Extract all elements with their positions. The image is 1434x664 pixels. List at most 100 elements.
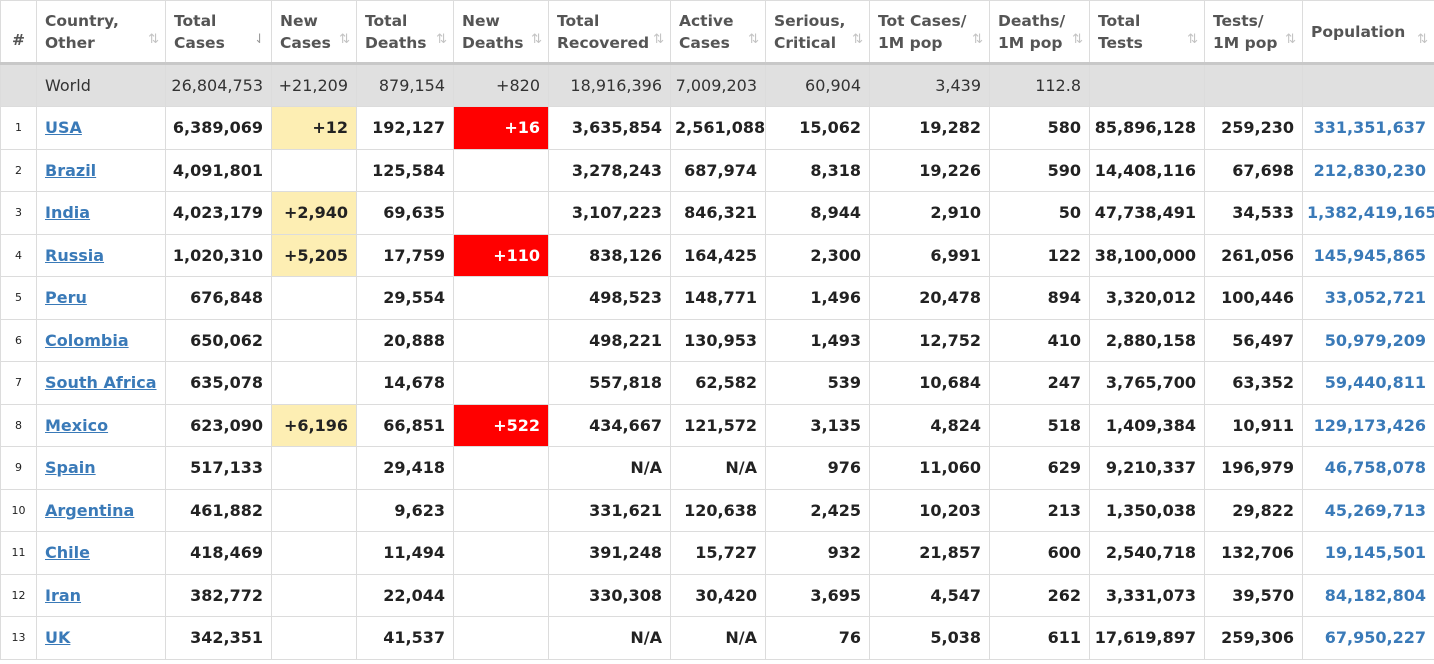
- sort-icon[interactable]: ⇅: [1072, 32, 1083, 47]
- table-row: 9 Spain 517,133 29,418 N/A N/A 976 11,060 629 9,2…: [0, 446, 1434, 490]
- world-new-deaths: +820: [453, 63, 549, 107]
- world-country: World: [36, 63, 166, 107]
- country-link[interactable]: Spain: [45, 458, 96, 478]
- table-row: 8 Mexico 623,090 +6,196 66,851 +522 434,667 121…: [0, 403, 1434, 447]
- country-cell: Spain: [36, 446, 166, 490]
- total-tests-cell: 9,210,337: [1089, 446, 1205, 490]
- row-index: 12: [0, 573, 37, 617]
- header-total-cases[interactable]: Total Cases ⇃: [165, 0, 272, 65]
- new-cases-cell: [271, 361, 357, 405]
- header-new-deaths[interactable]: New Deaths ⇅: [453, 0, 549, 65]
- population-cell: 212,830,230: [1302, 148, 1434, 192]
- row-index: 8: [0, 403, 37, 447]
- header-label: Active Cases: [679, 11, 734, 52]
- country-link[interactable]: Iran: [45, 585, 82, 605]
- sort-icon[interactable]: ⇅: [1417, 32, 1428, 47]
- deaths-per-m-cell: 894: [989, 276, 1090, 320]
- population-cell: 331,351,637: [1302, 106, 1434, 150]
- header-serious-critical[interactable]: Serious, Critical ⇅: [765, 0, 870, 65]
- header-total-recovered[interactable]: Total Recovered ⇅: [548, 0, 671, 65]
- total-recovered-cell: 838,126: [548, 233, 671, 277]
- serious-cell: 976: [765, 446, 870, 490]
- header-cases-per-1m[interactable]: Tot Cases/1M pop ⇅: [869, 0, 990, 65]
- country-cell: USA: [36, 106, 166, 150]
- country-link[interactable]: South Africa: [45, 373, 157, 393]
- deaths-per-m-cell: 518: [989, 403, 1090, 447]
- serious-cell: 1,493: [765, 318, 870, 362]
- country-link[interactable]: Russia: [45, 245, 105, 265]
- sort-icon[interactable]: ⇅: [339, 32, 350, 47]
- header-label: New Deaths: [462, 11, 524, 52]
- total-cases-cell: 517,133: [165, 446, 272, 490]
- table-row: 6 Colombia 650,062 20,888 498,221 130,953 1,49…: [0, 318, 1434, 362]
- country-link[interactable]: Chile: [45, 543, 90, 563]
- header-label: Total Deaths: [365, 11, 427, 52]
- header-label: Total Tests: [1098, 11, 1143, 52]
- header-deaths-per-1m[interactable]: Deaths/1M pop ⇅: [989, 0, 1090, 65]
- total-cases-cell: 1,020,310: [165, 233, 272, 277]
- total-deaths-cell: 192,127: [356, 106, 454, 150]
- active-cases-cell: 148,771: [670, 276, 766, 320]
- total-recovered-cell: 3,107,223: [548, 191, 671, 235]
- sort-icon[interactable]: ⇅: [852, 32, 863, 47]
- country-cell: Peru: [36, 276, 166, 320]
- total-recovered-cell: 3,635,854: [548, 106, 671, 150]
- tests-per-m-cell: 259,306: [1204, 616, 1303, 660]
- sort-icon[interactable]: ⇅: [148, 32, 159, 47]
- total-deaths-cell: 29,554: [356, 276, 454, 320]
- header-active-cases[interactable]: Active Cases ⇅: [670, 0, 766, 65]
- country-link[interactable]: Colombia: [45, 330, 129, 350]
- header-population[interactable]: Population ⇅: [1302, 0, 1434, 65]
- country-cell: Iran: [36, 573, 166, 617]
- serious-cell: 8,318: [765, 148, 870, 192]
- table-row: 10 Argentina 461,882 9,623 331,621 120,638 2,4…: [0, 488, 1434, 532]
- sort-icon[interactable]: ⇅: [1285, 32, 1296, 47]
- population-cell: 1,382,419,165: [1302, 191, 1434, 235]
- header-total-deaths[interactable]: Total Deaths ⇅: [356, 0, 454, 65]
- header-row: # Country, Other ⇅ Total Cases ⇃ New Cases ⇅ Total…: [0, 0, 1434, 65]
- cases-per-m-cell: 10,203: [869, 488, 990, 532]
- header-country[interactable]: Country, Other ⇅: [36, 0, 166, 65]
- serious-cell: 2,425: [765, 488, 870, 532]
- serious-cell: 2,300: [765, 233, 870, 277]
- sort-icon[interactable]: ⇅: [1187, 32, 1198, 47]
- header-label: Deaths/1M pop: [998, 11, 1066, 52]
- table-row: 5 Peru 676,848 29,554 498,523 148,771 1,496 20,…: [0, 276, 1434, 320]
- header-total-tests[interactable]: Total Tests ⇅: [1089, 0, 1205, 65]
- new-deaths-cell: +110: [453, 233, 549, 277]
- row-index: 5: [0, 276, 37, 320]
- active-cases-cell: 121,572: [670, 403, 766, 447]
- header-tests-per-1m[interactable]: Tests/1M pop ⇅: [1204, 0, 1303, 65]
- row-index: 2: [0, 148, 37, 192]
- cases-per-m-cell: 19,282: [869, 106, 990, 150]
- sort-icon[interactable]: ⇅: [531, 32, 542, 47]
- country-link[interactable]: Mexico: [45, 415, 109, 435]
- country-link[interactable]: Brazil: [45, 160, 97, 180]
- country-link[interactable]: Peru: [45, 288, 87, 308]
- deaths-per-m-cell: 611: [989, 616, 1090, 660]
- total-deaths-cell: 14,678: [356, 361, 454, 405]
- total-tests-cell: 3,320,012: [1089, 276, 1205, 320]
- total-recovered-cell: 391,248: [548, 531, 671, 575]
- new-cases-cell: +12: [271, 106, 357, 150]
- country-link[interactable]: UK: [45, 628, 71, 648]
- header-new-cases[interactable]: New Cases ⇅: [271, 0, 357, 65]
- sort-icon[interactable]: ⇅: [436, 32, 447, 47]
- sort-icon[interactable]: ⇅: [653, 32, 664, 47]
- active-cases-cell: 687,974: [670, 148, 766, 192]
- country-link[interactable]: Argentina: [45, 500, 135, 520]
- sort-icon[interactable]: ⇅: [972, 32, 983, 47]
- sort-desc-icon[interactable]: ⇃: [254, 32, 265, 47]
- deaths-per-m-cell: 247: [989, 361, 1090, 405]
- country-link[interactable]: USA: [45, 118, 82, 138]
- new-deaths-cell: [453, 573, 549, 617]
- total-cases-cell: 418,469: [165, 531, 272, 575]
- world-cases-per-m: 3,439: [869, 63, 990, 107]
- sort-icon[interactable]: ⇅: [748, 32, 759, 47]
- table-row: 12 Iran 382,772 22,044 330,308 30,420 3,695 4,5…: [0, 573, 1434, 617]
- country-link[interactable]: India: [45, 203, 91, 223]
- total-recovered-cell: 434,667: [548, 403, 671, 447]
- active-cases-cell: 2,561,088: [670, 106, 766, 150]
- population-cell: 59,440,811: [1302, 361, 1434, 405]
